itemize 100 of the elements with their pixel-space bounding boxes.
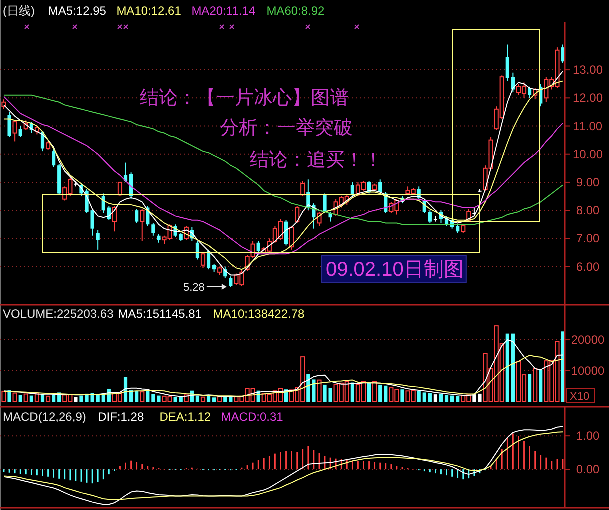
bar [24, 394, 28, 402]
bar [439, 394, 444, 402]
bar [400, 390, 404, 402]
bar [312, 380, 316, 402]
bar [30, 396, 34, 402]
bar [12, 392, 18, 402]
y-tick-label: 10000 [571, 364, 606, 378]
candlestick [112, 206, 117, 232]
y-tick-label: 9.00 [576, 175, 600, 190]
bar [422, 392, 426, 402]
bar [450, 396, 454, 402]
bar [350, 382, 354, 402]
bar [196, 396, 200, 402]
candlestick [317, 211, 322, 227]
bar [539, 370, 543, 402]
annotation: VOLUME:225203.63 [3, 307, 114, 321]
bar [511, 334, 515, 402]
candlestick [52, 148, 56, 168]
annotation: 09.02.10日制图 [326, 259, 464, 281]
y-tick-label: 12.00 [572, 91, 604, 106]
annotation: 5.28 [184, 282, 205, 294]
candlestick [96, 230, 100, 250]
bar [174, 397, 178, 402]
y-tick-label: 1.00 [576, 429, 600, 444]
annotation: MACD:0.31 [221, 410, 284, 424]
candlestick [135, 208, 139, 224]
bar [218, 396, 222, 402]
annotation: MACD(12,26,9) [3, 410, 86, 424]
candlestick [295, 206, 300, 224]
candlestick [300, 180, 306, 198]
bar [206, 396, 211, 402]
y-tick-label: 20000 [571, 333, 606, 348]
bar [2, 390, 6, 402]
bar [140, 392, 145, 402]
bar [561, 332, 565, 402]
candlestick [90, 208, 94, 236]
bar [152, 394, 156, 402]
bar [135, 391, 139, 402]
candlestick [506, 44, 510, 82]
bar [96, 394, 100, 402]
candlestick [284, 220, 288, 246]
candlestick [561, 44, 565, 64]
y-tick-label: 0.00 [576, 462, 600, 477]
bar [200, 396, 206, 402]
bar [417, 391, 421, 402]
candlestick [8, 112, 12, 138]
candlestick [18, 126, 22, 138]
bar [224, 397, 228, 402]
bar [146, 391, 150, 402]
candlestick [378, 179, 382, 194]
bar [528, 374, 532, 402]
y-tick-label: 13.00 [572, 63, 604, 78]
bar [372, 381, 378, 402]
candlestick [196, 240, 200, 260]
text: DEA:1.12 [160, 410, 212, 424]
bar [157, 396, 161, 402]
candlestick [118, 182, 123, 198]
candlestick [328, 211, 332, 222]
text: X10 [570, 391, 590, 403]
text: MA10:138422.78 [213, 307, 306, 321]
candlestick [323, 193, 327, 214]
bar [46, 396, 51, 402]
bar [444, 395, 449, 402]
candlestick [12, 120, 18, 142]
text: MA10:12.61 [116, 4, 182, 18]
text: DIF:1.28 [98, 410, 144, 424]
bar [533, 368, 538, 402]
bar [317, 380, 322, 402]
annotation: 结论：追买！！ [250, 150, 383, 171]
bar [306, 374, 310, 402]
bar [456, 396, 460, 402]
bar [428, 393, 432, 402]
annotation: 结论：【一片冰心】图谱 [140, 87, 349, 109]
text: (日线) [3, 4, 35, 18]
text: MA20:11.14 [192, 4, 256, 18]
candlestick [434, 216, 438, 222]
y-tick-label: 10.00 [572, 147, 604, 162]
candlestick [428, 210, 432, 224]
bar [378, 384, 382, 402]
line-series [4, 340, 564, 398]
bar [367, 383, 372, 402]
y-tick-label: 6.00 [576, 260, 600, 274]
candlestick [200, 252, 206, 269]
text: MA5:12.95 [48, 4, 107, 18]
bar [18, 395, 22, 402]
bar [384, 386, 388, 402]
text: MA60:8.92 [266, 4, 326, 18]
candlestick [140, 208, 145, 242]
candlestick [152, 222, 156, 236]
bar [124, 377, 128, 402]
y-tick-label: 8.00 [576, 204, 600, 218]
text: MA5:151145.81 [118, 307, 202, 321]
y-tick-label: 11.00 [573, 119, 603, 134]
bar [212, 398, 216, 402]
candlestick [256, 240, 260, 254]
y-tick-label: 7.00 [576, 232, 600, 246]
line-series [4, 355, 564, 397]
annotation: 分析：一举突破 [220, 117, 353, 139]
bar [506, 334, 510, 402]
candlestick [528, 86, 532, 99]
